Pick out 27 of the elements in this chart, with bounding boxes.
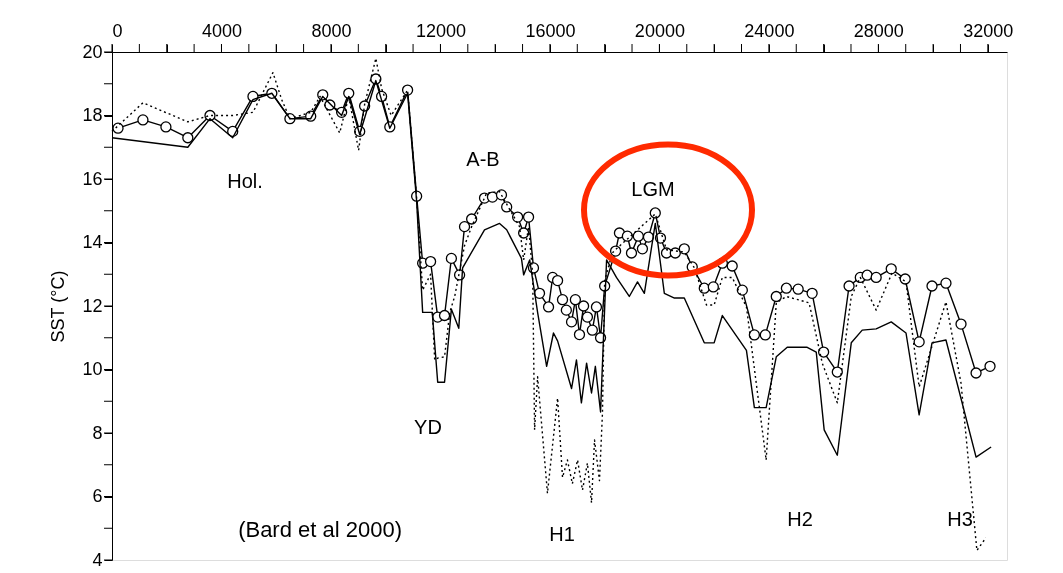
y-tick-label: 8 [92,422,103,443]
x-tick-label: 28000 [853,20,904,41]
y-tick-label: 14 [82,232,103,252]
y-tick-label: 16 [82,168,103,189]
x-tick-label: 32000 [963,20,1014,41]
x-tick-label: 20000 [634,20,685,41]
x-tick-label: 16000 [525,20,576,41]
annotation: H3 [947,508,973,530]
y-tick-label: 20 [82,41,103,62]
annotation: H2 [787,508,813,530]
y-tick-label: 18 [82,105,103,125]
y-tick-label: 10 [82,359,103,379]
y-axis-title: SST (°C) [48,270,69,343]
annotation: H1 [549,523,575,545]
x-tick-label: 8000 [311,20,352,41]
annotation: Hol. [227,170,263,192]
x-tick-label: 24000 [744,20,795,41]
annotation: LGM [631,178,675,200]
x-tick-label: 0 [112,20,123,41]
annotation: (Bard et al 2000) [238,517,402,542]
x-tick-label: 4000 [201,20,242,41]
annotation: A-B [466,148,500,170]
annotation: YD [414,416,442,438]
x-tick-label: 12000 [415,20,466,41]
y-tick-label: 6 [92,486,103,506]
y-tick-label: 4 [92,549,103,570]
y-tick-label: 12 [82,295,103,316]
